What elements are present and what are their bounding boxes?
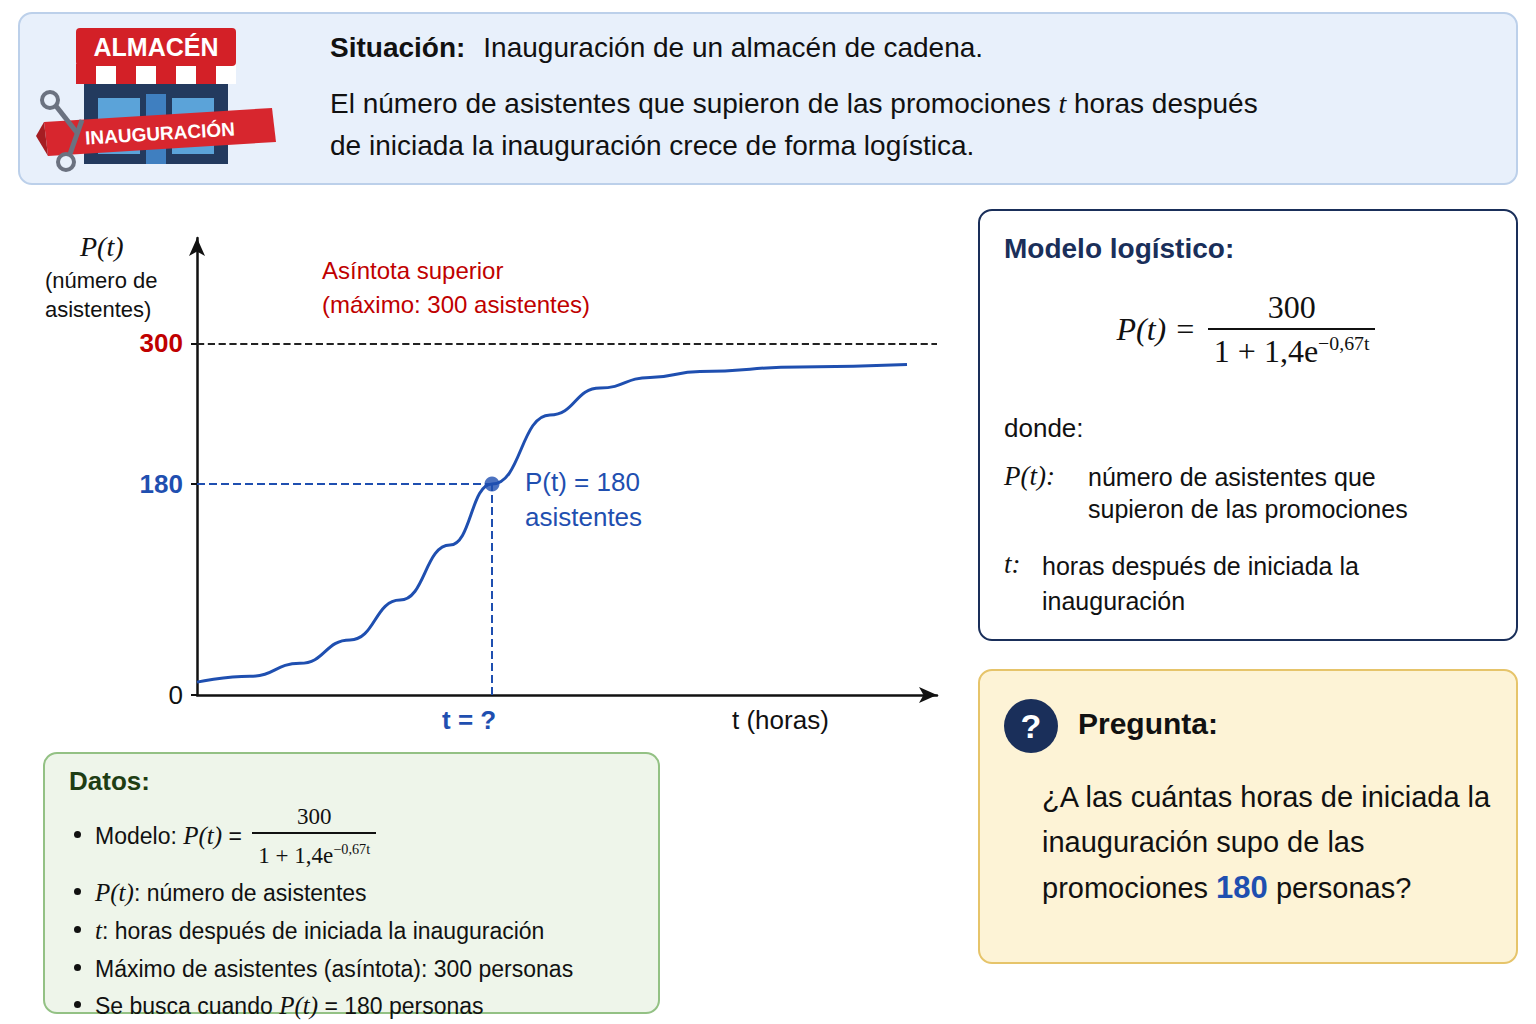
html-text:t:: t:: [1004, 549, 1021, 579]
html-text:Se busca cuando P(t) = 180 per: Se busca cuando P(t) = 180 personas: [95, 992, 484, 1020]
svg-text:300: 300: [140, 328, 183, 358]
html-text:1 + 1,4e−0,67t: 1 + 1,4e−0,67t: [1213, 332, 1370, 369]
html-text:Datos:: Datos:: [69, 766, 150, 796]
html-text:300: 300: [1267, 289, 1316, 325]
html-text:Modelo logístico:: Modelo logístico:: [1004, 233, 1235, 264]
svg-text:asistentes: asistentes: [525, 502, 642, 532]
html-text:P(t) =: P(t) =: [1116, 310, 1204, 347]
html-text:horas después de iniciada la i: horas después de iniciada la inauguració…: [1042, 552, 1359, 615]
svg-text:ALMACÉN: ALMACÉN: [94, 33, 219, 61]
html-text:1 + 1,4e−0,67t: 1 + 1,4e−0,67t: [258, 841, 371, 868]
svg-text:180: 180: [140, 469, 183, 499]
html-text:300: 300: [297, 804, 332, 829]
html-text:número de asistentes que supie: número de asistentes que supieron de las…: [1088, 463, 1408, 523]
svg-text:(máximo: 300 asistentes): (máximo: 300 asistentes): [322, 291, 590, 318]
svg-text:asistentes): asistentes): [45, 297, 151, 322]
html-text:t: horas después de iniciada l: t: horas después de iniciada la inaugura…: [95, 916, 545, 944]
svg-text:P(t): P(t): [79, 231, 124, 262]
html-text:Situación:: Situación:: [330, 32, 466, 63]
svg-text:(número de: (número de: [45, 268, 164, 293]
svg-text:0: 0: [169, 680, 183, 710]
html-text:¿A las cuántas horas de inicia: ¿A las cuántas horas de iniciada la inau…: [1042, 781, 1491, 905]
html-text:P(t):: P(t):: [1004, 461, 1055, 491]
html-text:Máximo de asistentes (asíntota: Máximo de asistentes (asíntota): 300 per…: [95, 955, 574, 982]
html-text:El número de asistentes que su: El número de asistentes que supieron de …: [330, 88, 1258, 119]
svg-text:INAUGURACIÓN: INAUGURACIÓN: [85, 118, 236, 148]
svg-text:P(t) = 180: P(t) = 180: [525, 467, 640, 497]
html-text:Modelo: P(t) =: Modelo: P(t) =: [95, 822, 249, 850]
html-text:de iniciada la inauguración cr: de iniciada la inauguración crece de for…: [330, 130, 975, 161]
html-text:donde:: donde:: [1004, 413, 1084, 443]
svg-text:t (horas): t (horas): [732, 705, 829, 735]
svg-text:t = ?: t = ?: [442, 705, 496, 735]
html-text:Inauguración de un almacén de: Inauguración de un almacén de cadena.: [483, 32, 984, 63]
html-text:Pregunta:: Pregunta:: [1078, 707, 1218, 740]
html-text:P(t): número de asistentes: P(t): número de asistentes: [95, 878, 367, 906]
svg-text:Asíntota superior: Asíntota superior: [322, 257, 503, 284]
